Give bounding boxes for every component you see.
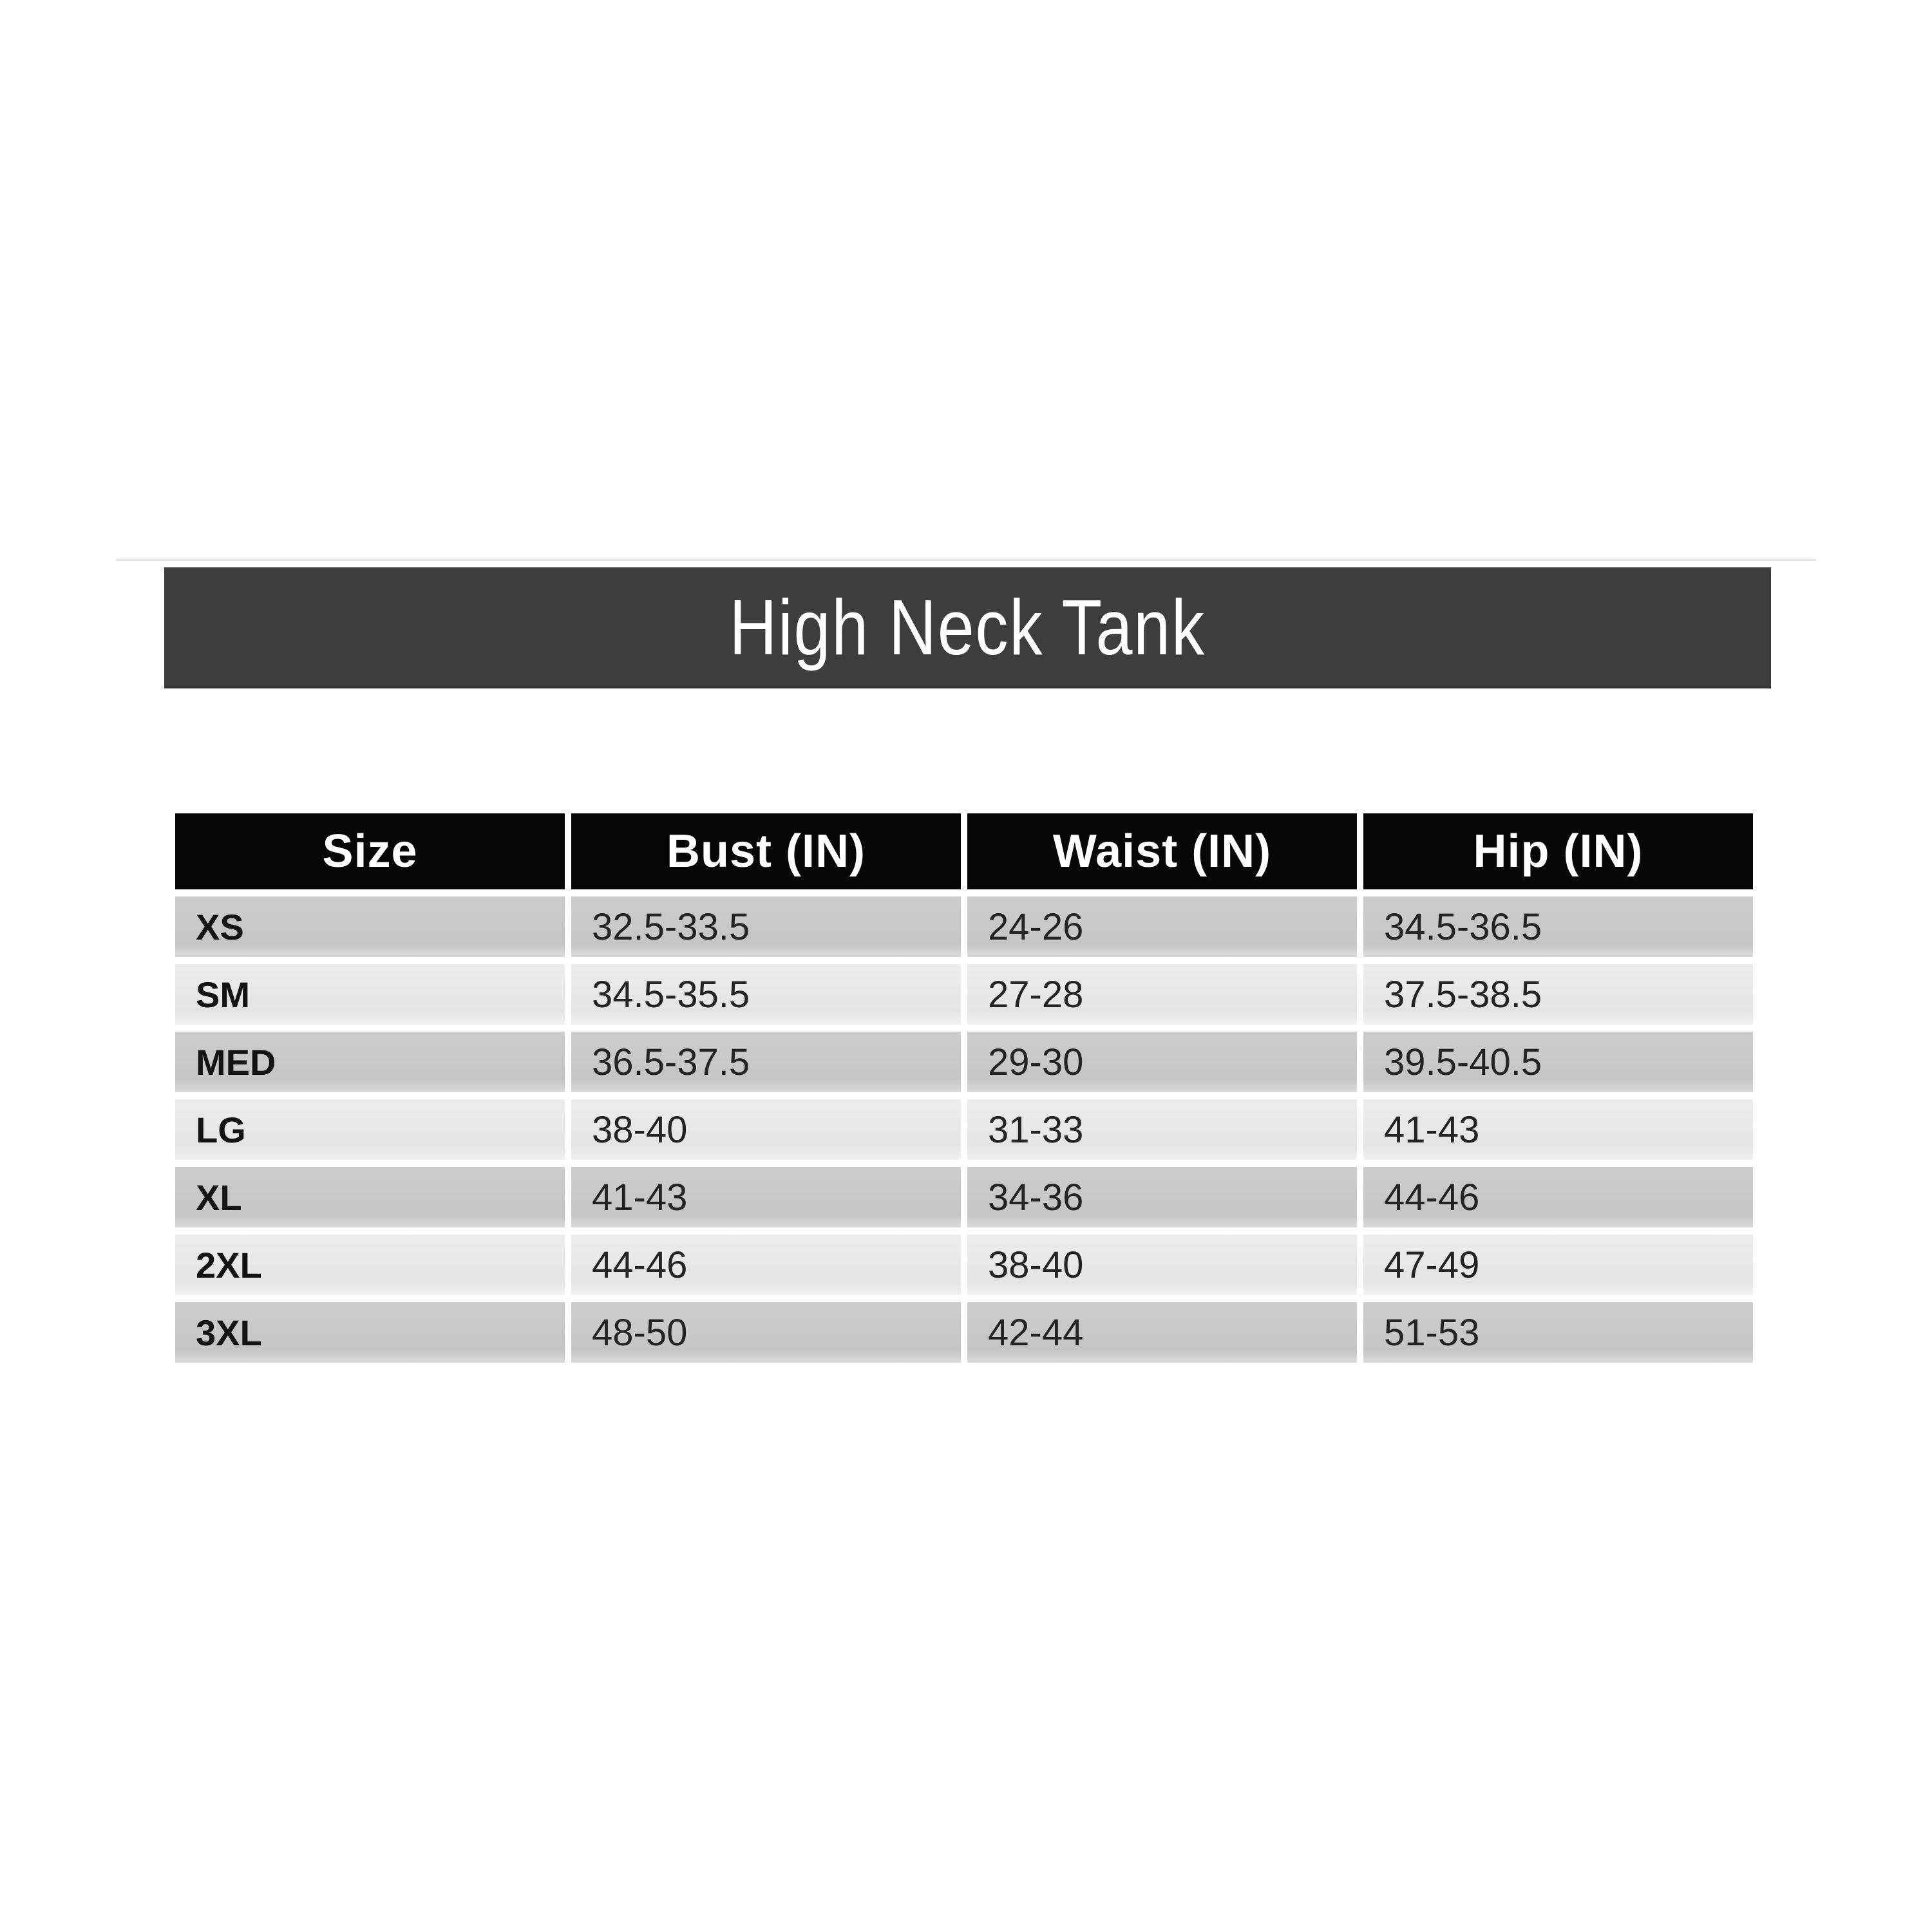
table-row: SM 34.5-35.5 27-28 37.5-38.5	[175, 964, 1753, 1025]
waist-cell: 38-40	[967, 1235, 1357, 1295]
bust-cell: 48-50	[571, 1302, 961, 1363]
waist-cell: 24-26	[967, 896, 1357, 957]
bust-cell: 32.5-33.5	[571, 896, 961, 957]
hip-cell: 41-43	[1363, 1099, 1753, 1160]
waist-cell: 31-33	[967, 1099, 1357, 1160]
size-cell: XL	[175, 1167, 565, 1227]
bust-cell: 34.5-35.5	[571, 964, 961, 1025]
product-title: High Neck Tank	[729, 583, 1206, 671]
column-header-waist: Waist (IN)	[967, 813, 1357, 889]
size-chart: Size Bust (IN) Waist (IN) Hip (IN) XS 32.…	[169, 806, 1759, 1370]
size-cell: XS	[175, 896, 565, 957]
bust-cell: 44-46	[571, 1235, 961, 1295]
bust-cell: 36.5-37.5	[571, 1032, 961, 1092]
table-row: MED 36.5-37.5 29-30 39.5-40.5	[175, 1032, 1753, 1092]
waist-cell: 42-44	[967, 1302, 1357, 1363]
hip-cell: 47-49	[1363, 1235, 1753, 1295]
waist-cell: 34-36	[967, 1167, 1357, 1227]
bust-cell: 38-40	[571, 1099, 961, 1160]
column-header-size: Size	[175, 813, 565, 889]
bust-cell: 41-43	[571, 1167, 961, 1227]
top-divider-line	[116, 559, 1816, 561]
product-title-bar: High Neck Tank	[164, 567, 1771, 688]
size-chart-header: Size Bust (IN) Waist (IN) Hip (IN)	[175, 813, 1753, 889]
hip-cell: 44-46	[1363, 1167, 1753, 1227]
column-header-bust: Bust (IN)	[571, 813, 961, 889]
size-cell: SM	[175, 964, 565, 1025]
hip-cell: 51-53	[1363, 1302, 1753, 1363]
size-cell: 3XL	[175, 1302, 565, 1363]
size-cell: LG	[175, 1099, 565, 1160]
hip-cell: 34.5-36.5	[1363, 896, 1753, 957]
waist-cell: 27-28	[967, 964, 1357, 1025]
column-header-hip: Hip (IN)	[1363, 813, 1753, 889]
waist-cell: 29-30	[967, 1032, 1357, 1092]
size-chart-table: Size Bust (IN) Waist (IN) Hip (IN) XS 32.…	[169, 806, 1759, 1370]
table-row: 2XL 44-46 38-40 47-49	[175, 1235, 1753, 1295]
table-row: XL 41-43 34-36 44-46	[175, 1167, 1753, 1227]
size-cell: MED	[175, 1032, 565, 1092]
table-row: XS 32.5-33.5 24-26 34.5-36.5	[175, 896, 1753, 957]
table-row: 3XL 48-50 42-44 51-53	[175, 1302, 1753, 1363]
size-cell: 2XL	[175, 1235, 565, 1295]
header-row: Size Bust (IN) Waist (IN) Hip (IN)	[175, 813, 1753, 889]
hip-cell: 37.5-38.5	[1363, 964, 1753, 1025]
hip-cell: 39.5-40.5	[1363, 1032, 1753, 1092]
table-row: LG 38-40 31-33 41-43	[175, 1099, 1753, 1160]
size-chart-body: XS 32.5-33.5 24-26 34.5-36.5 SM 34.5-35.5 27-2…	[175, 896, 1753, 1363]
